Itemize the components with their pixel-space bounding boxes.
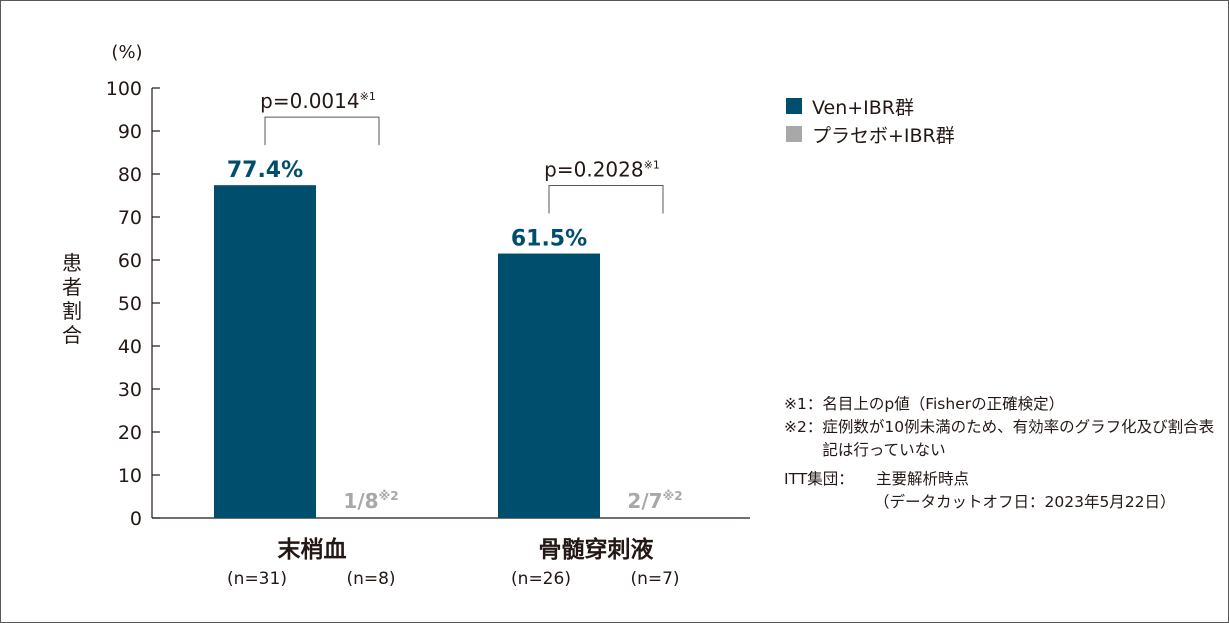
- legend-swatch-ven: [786, 98, 802, 114]
- legend-label-ven: Ven+IBR群: [812, 96, 915, 119]
- y-tick-label: 0: [130, 508, 142, 530]
- n-label-ven-1: (n=31): [227, 569, 287, 589]
- y-tick-label: 40: [118, 336, 142, 358]
- y-tick-label: 100: [106, 78, 142, 100]
- y-tick-label: 60: [118, 250, 142, 272]
- n-label-placebo-1: (n=8): [346, 569, 395, 589]
- footnotes: ※1： 名目上のp値（Fisherの正確検定） ※2： 症例数が10例未満のため…: [784, 393, 1224, 514]
- bar-ven-1: [214, 185, 316, 518]
- data-label-ven-1: 77.4%: [227, 158, 303, 183]
- y-axis-title-char: 割: [62, 299, 82, 323]
- data-cutoff: （データカットオフ日：2023年5月22日）: [874, 493, 1176, 511]
- legend-item-ven: Ven+IBR群: [786, 92, 955, 120]
- significance-bracket-1: [264, 116, 380, 146]
- itt-value: 主要解析時点: [876, 470, 970, 488]
- footnote-1-text: 名目上のp値（Fisherの正確検定）: [822, 395, 1065, 413]
- y-axis-title-char: 合: [62, 323, 82, 347]
- bar-ven-2: [498, 253, 600, 519]
- y-tick-label: 20: [118, 422, 142, 444]
- footnote-1-mark: ※1：: [784, 395, 823, 413]
- itt-population: ITT集団： 主要解析時点: [784, 468, 1224, 491]
- data-label-placebo-note: ※2: [663, 489, 683, 503]
- p-value-label-2: p=0.2028※1: [544, 158, 660, 182]
- footnote-2-text: 症例数が10例未満のため、有効率のグラフ化及び割合表記は行っていない: [822, 418, 1215, 459]
- y-tick-label: 80: [118, 164, 142, 186]
- legend-swatch-placebo: [786, 126, 802, 142]
- n-label-placebo-2: (n=7): [630, 569, 679, 589]
- itt-label: ITT集団：: [784, 470, 854, 488]
- footnote-1: ※1： 名目上のp値（Fisherの正確検定）: [784, 393, 1224, 416]
- x-category-label-1: 末梢血: [278, 536, 347, 563]
- p-value-note: ※1: [360, 90, 376, 103]
- y-axis-title-char: 者: [62, 275, 82, 299]
- legend-item-placebo: プラセボ+IBR群: [786, 120, 955, 148]
- legend-label-placebo: プラセボ+IBR群: [812, 124, 955, 147]
- footnote-2: ※2： 症例数が10例未満のため、有効率のグラフ化及び割合表記は行っていない: [784, 416, 1224, 462]
- footnote-2-mark: ※2：: [784, 418, 823, 436]
- p-value-note: ※1: [644, 159, 660, 172]
- y-unit-label: (%): [111, 42, 142, 63]
- y-tick-label: 10: [118, 465, 142, 487]
- x-category-label-2: 骨髄穿刺液: [539, 536, 654, 563]
- significance-bracket-2: [548, 185, 664, 214]
- p-value-label-1: p=0.0014※1: [260, 89, 376, 113]
- y-tick-label: 70: [118, 207, 142, 229]
- legend: Ven+IBR群 プラセボ+IBR群: [786, 92, 955, 148]
- data-label-ven-2: 61.5%: [511, 227, 587, 252]
- data-label-placebo-2: 2/7※2: [627, 489, 682, 513]
- y-tick-label: 30: [118, 379, 142, 401]
- data-label-placebo-1: 1/8※2: [343, 489, 398, 513]
- y-tick-label: 90: [118, 121, 142, 143]
- y-axis-title-char: 患: [62, 251, 82, 275]
- data-label-placebo-note: ※2: [379, 489, 399, 503]
- n-label-ven-2: (n=26): [511, 569, 571, 589]
- y-tick-label: 50: [118, 293, 142, 315]
